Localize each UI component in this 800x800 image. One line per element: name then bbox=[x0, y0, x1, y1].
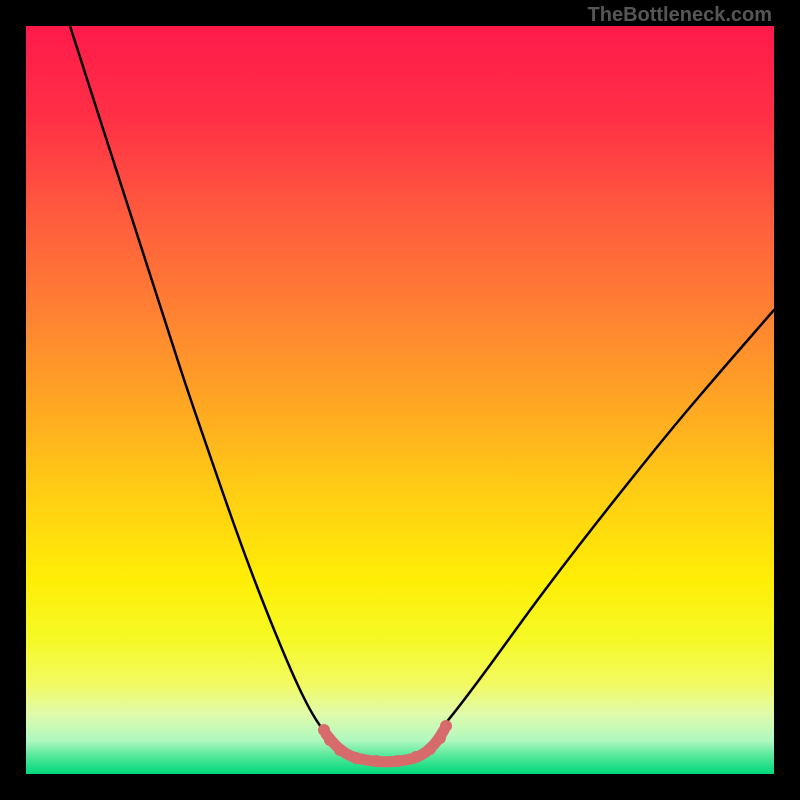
left-curve bbox=[70, 26, 328, 736]
chart-frame: TheBottleneck.com bbox=[0, 0, 800, 800]
plot-area bbox=[26, 26, 774, 774]
watermark-text: TheBottleneck.com bbox=[588, 4, 772, 27]
curves-layer bbox=[26, 26, 774, 774]
right-curve bbox=[440, 310, 774, 730]
